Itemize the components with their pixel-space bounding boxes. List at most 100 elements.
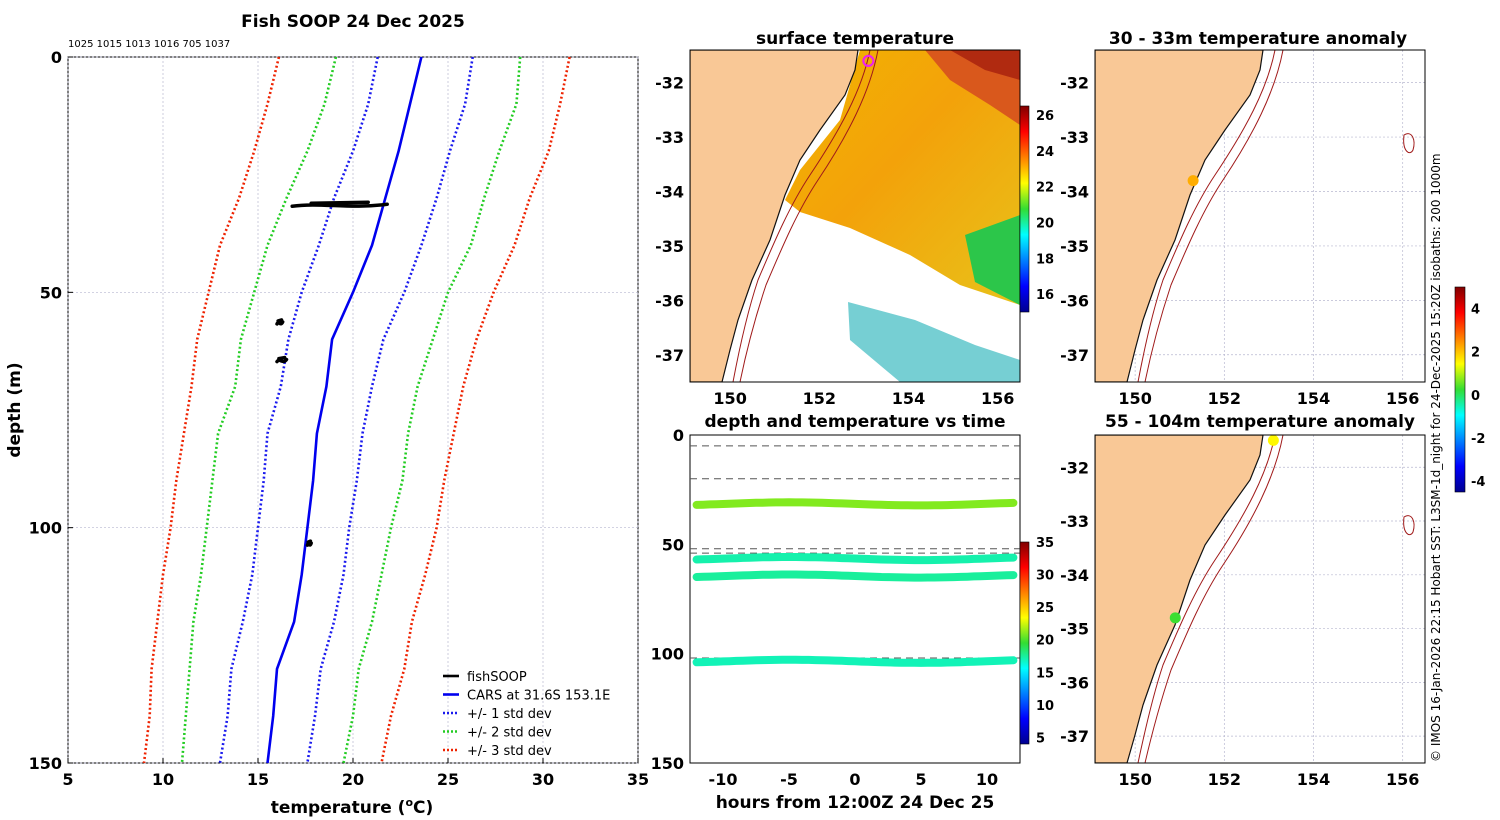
profile-title: Fish SOOP 24 Dec 2025 (241, 12, 465, 32)
time-x-ticks: -10 -5 0 5 10 (709, 770, 999, 789)
sst-y-tick-4: -36 (655, 291, 684, 310)
sst-isobath-200 (732, 50, 871, 382)
fishsoop-cluster-0 (290, 200, 389, 209)
sst-x-tick-3: 156 (981, 389, 1014, 408)
credit-text: © IMOS 16-Jan-2026 22:15 Hobart SST: L3S… (1429, 153, 1443, 762)
sst-hottest-region (950, 50, 1020, 80)
anom2-points (1169, 435, 1279, 624)
anom1-y-tick-2: -34 (1060, 183, 1089, 202)
time-colorbar-tick-6: 35 (1036, 536, 1054, 551)
time-colorbar-tick-4: 25 (1036, 601, 1054, 616)
profile-series-6 (380, 56, 571, 764)
fishsoop-cluster-1 (275, 318, 285, 326)
anomaly-55-104m-map: 55 - 104m temperature anomaly 150 152 154 1… (1060, 412, 1426, 789)
time-track-1 (692, 553, 1018, 565)
legend-label-0: fishSOOP (467, 670, 527, 685)
time-x-label: hours from 12:00Z 24 Dec 25 (716, 793, 995, 813)
time-track-3 (692, 655, 1018, 667)
sst-station-circle (862, 54, 875, 67)
profile-y-label: depth (m) (5, 362, 25, 457)
time-axes-box (689, 434, 1021, 764)
sst-colorbar-tick-3: 22 (1036, 181, 1054, 196)
profile-y-tick-0: 0 (51, 48, 62, 67)
anomaly-colorbar-ticks: -4 -2 0 2 4 (1471, 303, 1485, 491)
anom2-y-tick-2: -34 (1060, 566, 1089, 585)
anom1-seamount-contour (1403, 133, 1415, 154)
anom1-y-tick-5: -37 (1060, 346, 1089, 365)
anom1-map-area (1095, 50, 1425, 382)
profile-y-tick-3: 150 (29, 754, 62, 773)
time-colorbar (1019, 541, 1030, 745)
anom2-isobath-200 (1137, 435, 1276, 763)
profile-series-group (142, 56, 571, 764)
time-y-ticks: 0 50 100 150 (651, 426, 684, 773)
legend-label-3: +/- 2 std dev (467, 726, 552, 741)
profile-y-tick-1: 50 (40, 283, 62, 302)
time-y-tick-1: 50 (662, 535, 684, 554)
time-x-tick-2: 0 (849, 770, 860, 789)
time-chart: depth and temperature vs time -10 -5 0 5 10 … (651, 412, 1055, 813)
time-track-2 (692, 570, 1018, 582)
sst-map: surface temperature 150 152 154 156 -32-33-… (655, 29, 1054, 408)
anom1-y-tick-3: -35 (1060, 237, 1089, 256)
profile-x-tick-3: 20 (342, 770, 364, 789)
anom2-title: 55 - 104m temperature anomaly (1105, 412, 1415, 432)
anomaly-30-33m-map: 30 - 33m temperature anomaly 150 152 154 15… (1060, 29, 1426, 408)
anom1-isobath-1000 (1144, 50, 1284, 382)
sst-colorbar-tick-0: 16 (1036, 288, 1054, 303)
anom2-isobath-1000 (1144, 435, 1284, 763)
anom1-y-tick-0: -32 (1060, 74, 1089, 93)
anom1-x-tick-0: 150 (1118, 389, 1151, 408)
legend-label-2: +/- 1 std dev (467, 707, 552, 722)
time-y-tick-0: 0 (673, 426, 684, 445)
anomaly-colorbar-tick-2: 0 (1471, 389, 1480, 404)
time-colorbar-tick-2: 15 (1036, 666, 1054, 681)
sst-x-tick-1: 152 (803, 389, 836, 408)
anom2-x-ticks: 150 152 154 156 (1118, 770, 1419, 789)
sst-warm-region (785, 50, 1020, 305)
sst-x-tick-2: 154 (892, 389, 925, 408)
sst-cold-patch (848, 302, 1020, 382)
legend-label-4: +/- 3 std dev (467, 744, 552, 759)
sst-colorbar-tick-4: 24 (1036, 145, 1054, 160)
anom1-x-tick-1: 152 (1208, 389, 1241, 408)
sst-land (690, 50, 859, 382)
sst-y-tick-5: -37 (655, 346, 684, 365)
time-colorbar-tick-3: 20 (1036, 634, 1054, 649)
sst-map-area (690, 50, 1020, 382)
anom1-axes-box (1094, 49, 1426, 383)
anom1-isobath-200 (1137, 50, 1276, 382)
anomaly-colorbar (1454, 286, 1466, 493)
sst-cool-region (965, 215, 1020, 305)
time-colorbar-tick-5: 30 (1036, 569, 1054, 584)
anom2-point-0 (1267, 435, 1279, 446)
time-y-tick-2: 100 (651, 645, 684, 664)
anom1-x-tick-3: 156 (1386, 389, 1419, 408)
time-y-tick-3: 150 (651, 754, 684, 773)
anom2-y-tick-3: -35 (1060, 620, 1089, 639)
time-colorbar-ticks: 5 10 15 20 25 30 35 (1036, 536, 1054, 746)
sst-y-ticks: -32 -33 -34 -35 -36 -37 (655, 74, 684, 365)
sst-x-tick-0: 150 (713, 389, 746, 408)
sst-y-tick-3: -35 (655, 237, 684, 256)
sst-colorbar-ticks: 16 18 20 22 24 26 (1036, 109, 1054, 303)
time-tracks (692, 498, 1018, 667)
anom2-x-tick-3: 156 (1386, 770, 1419, 789)
fishsoop-points-group (275, 200, 389, 547)
anom2-y-tick-0: -32 (1060, 458, 1089, 477)
profile-series-0 (266, 56, 423, 764)
profile-x-ticks: 5 10 15 20 25 30 35 (62, 758, 649, 789)
profile-x-label: temperature (oC) (271, 796, 434, 818)
anom2-y-ticks: -32 -33 -34 -35 -36 -37 (1060, 458, 1089, 746)
profile-y-ticks: 0 50 100 150 (29, 48, 73, 773)
profile-series-4 (342, 56, 522, 764)
anom1-title: 30 - 33m temperature anomaly (1109, 29, 1407, 49)
anomaly-colorbar-tick-3: 2 (1471, 346, 1480, 361)
anom2-x-tick-2: 154 (1297, 770, 1330, 789)
profile-x-tick-0: 5 (62, 770, 73, 789)
profile-x-tick-5: 30 (532, 770, 554, 789)
sst-station-marker (862, 54, 875, 67)
anom1-x-tick-2: 154 (1297, 389, 1330, 408)
sst-title: surface temperature (756, 29, 954, 49)
